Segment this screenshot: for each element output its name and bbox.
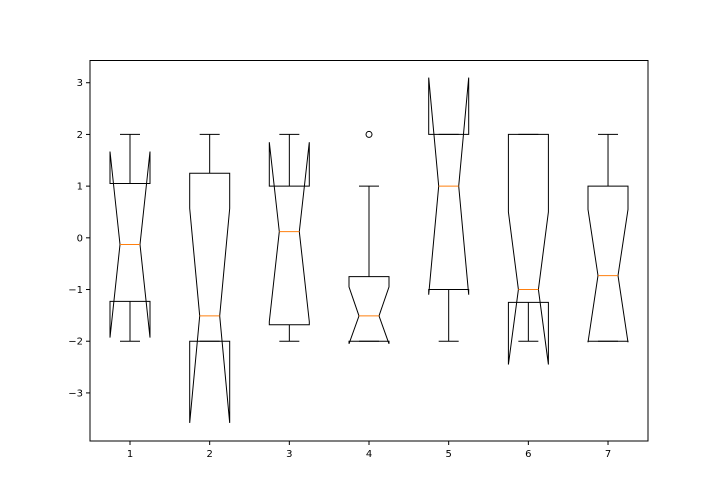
x-tick-label: 2 <box>206 449 212 460</box>
box-outline <box>189 172 231 423</box>
x-tick-label: 6 <box>525 449 531 460</box>
box-outline <box>348 276 390 344</box>
box-1 <box>109 133 151 342</box>
box-outline <box>109 151 151 338</box>
y-tick-label: −1 <box>68 285 83 296</box>
box-4 <box>348 130 390 344</box>
x-tick-label: 5 <box>445 449 451 460</box>
flier-point <box>365 130 373 138</box>
x-tick-label: 4 <box>366 449 372 460</box>
y-axis: −3 −2 −1 0 1 2 3 <box>68 78 90 399</box>
axes-frame <box>89 60 649 442</box>
x-axis: 1 2 3 4 5 6 7 <box>127 441 611 460</box>
box-3 <box>268 133 310 342</box>
box-2 <box>189 133 231 423</box>
x-tick-label: 1 <box>127 449 133 460</box>
y-tick-label: 3 <box>77 78 83 89</box>
y-tick-label: 1 <box>77 182 83 193</box>
y-tick-label: −3 <box>68 388 83 399</box>
x-tick-label: 7 <box>605 449 611 460</box>
box-outline <box>268 142 310 326</box>
y-tick-label: −2 <box>68 337 83 348</box>
box-6 <box>507 133 549 365</box>
x-tick-label: 3 <box>286 449 292 460</box>
box-outline <box>428 77 470 295</box>
plot-area <box>109 77 629 423</box>
y-tick-label: 2 <box>77 130 83 141</box>
box-outline <box>507 133 549 365</box>
box-5 <box>428 77 470 342</box>
box-7 <box>587 133 629 343</box>
box-outline <box>587 185 629 343</box>
y-tick-label: 0 <box>77 233 83 244</box>
